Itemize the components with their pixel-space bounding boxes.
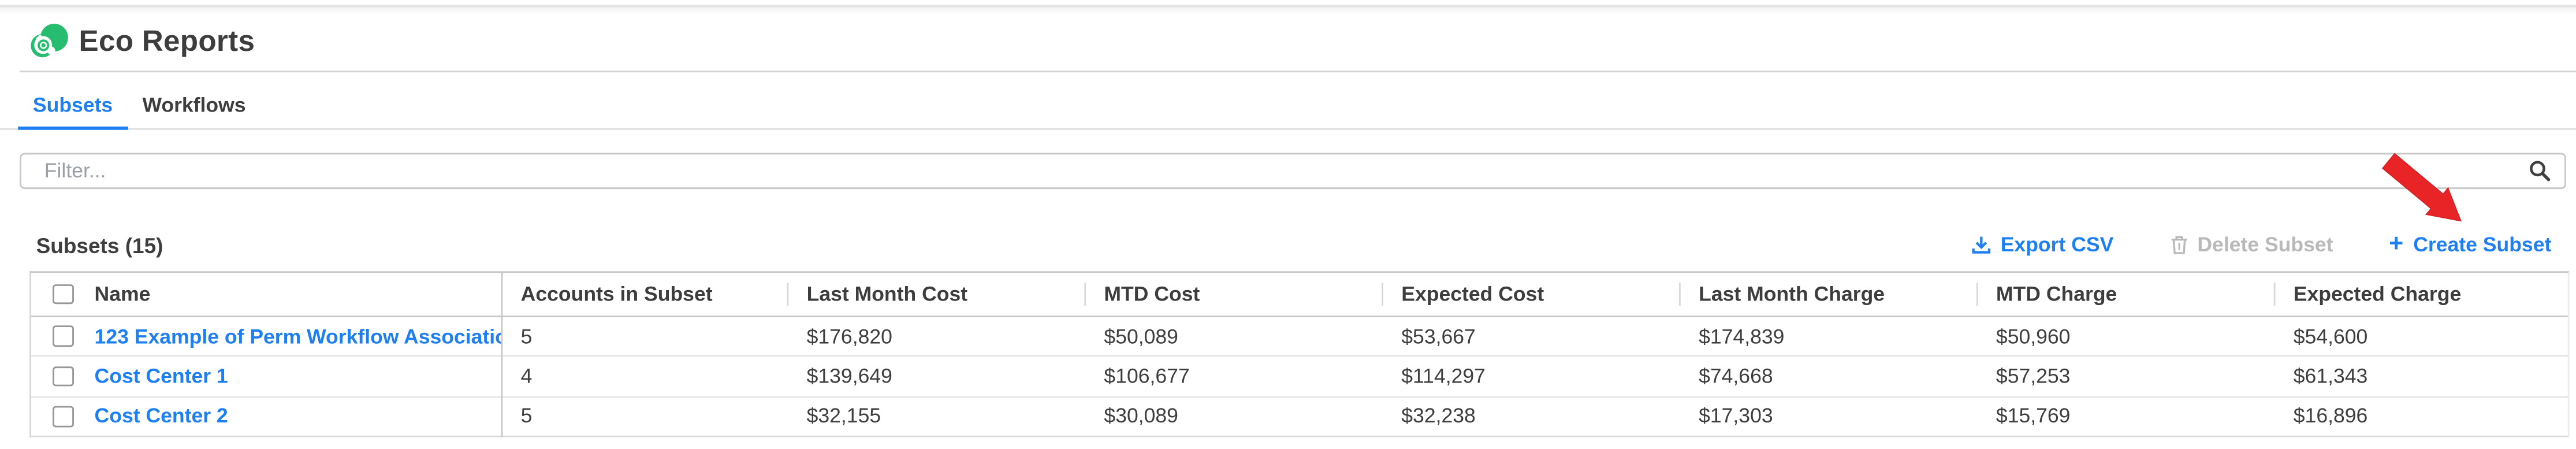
column-header-accounts[interactable]: Accounts in Subset	[520, 283, 713, 306]
mtd-charge-cell: $50,960	[1996, 325, 2071, 348]
last-month-cost-cell: $32,155	[806, 405, 881, 428]
row-name-cell: 123 Example of Perm Workflow Association	[31, 317, 501, 356]
mtd-cost-cell: $50,089	[1104, 325, 1178, 348]
section-toolbar: Subsets (15) Export CSV Delete Subset	[36, 228, 2552, 261]
mtd-charge-cell: $15,769	[1996, 405, 2071, 428]
row-name-cell: Cost Center 2	[31, 398, 501, 436]
trash-icon	[2171, 236, 2187, 254]
accounts-cell: 5	[520, 325, 533, 348]
table-row: Cost Center 1 4 $139,649 $106,677 $114,2…	[31, 357, 2568, 398]
page-title: Eco Reports	[79, 24, 255, 57]
tab-bar: Subsets Workflows	[0, 82, 2576, 130]
accounts-cell: 4	[520, 365, 533, 388]
plus-icon: +	[2389, 230, 2404, 258]
accounts-cell: 5	[520, 405, 533, 428]
row-name-cell: Cost Center 1	[31, 357, 501, 396]
eco-logo-icon	[31, 23, 68, 57]
subset-name-link[interactable]: 123 Example of Perm Workflow Association	[94, 325, 501, 348]
column-header-mtd-charge[interactable]: MTD Charge	[1976, 273, 2274, 316]
create-subset-label: Create Subset	[2413, 233, 2552, 257]
expected-charge-cell: $16,896	[2293, 405, 2368, 428]
table-row: Cost Center 2 5 $32,155 $30,089 $32,238 …	[31, 398, 2568, 438]
header-cell-name: Name	[31, 273, 501, 316]
table-row: 123 Example of Perm Workflow Association…	[31, 317, 2568, 358]
column-header-last-month-cost[interactable]: Last Month Cost	[787, 273, 1084, 316]
subset-name-link[interactable]: Cost Center 1	[94, 365, 228, 388]
row-checkbox[interactable]	[53, 366, 73, 387]
column-header-expected-charge[interactable]: Expected Charge	[2273, 273, 2566, 316]
action-buttons: Export CSV Delete Subset + Create Subset	[1971, 230, 2552, 258]
search-icon[interactable]	[2529, 159, 2552, 183]
last-month-charge-cell: $74,668	[1699, 365, 1773, 388]
export-csv-button[interactable]: Export CSV	[1971, 233, 2114, 257]
top-divider	[0, 5, 2576, 15]
tab-subsets[interactable]: Subsets	[18, 82, 128, 130]
last-month-cost-cell: $176,820	[806, 325, 892, 348]
filter-bar	[20, 153, 2566, 190]
page-header: Eco Reports	[29, 16, 255, 65]
column-header-last-month-charge[interactable]: Last Month Charge	[1678, 273, 1976, 316]
mtd-charge-cell: $57,253	[1996, 365, 2071, 388]
filter-input[interactable]	[20, 153, 2566, 190]
expected-charge-cell: $61,343	[2293, 365, 2368, 388]
last-month-charge-cell: $174,839	[1699, 325, 1785, 348]
header-divider	[20, 70, 2576, 73]
table-header-row: Name Accounts in Subset Last Month Cost …	[31, 273, 2568, 317]
section-heading: Subsets (15)	[36, 232, 163, 258]
subsets-table: Name Accounts in Subset Last Month Cost …	[29, 271, 2570, 438]
select-all-checkbox[interactable]	[53, 284, 73, 305]
name-column-divider	[501, 273, 503, 438]
expected-charge-cell: $54,600	[2293, 325, 2368, 348]
row-checkbox[interactable]	[53, 406, 73, 427]
expected-cost-cell: $114,297	[1401, 365, 1486, 388]
column-header-expected-cost[interactable]: Expected Cost	[1382, 273, 1679, 316]
tab-workflows[interactable]: Workflows	[142, 94, 246, 117]
delete-subset-button[interactable]: Delete Subset	[2169, 233, 2333, 257]
mtd-cost-cell: $30,089	[1104, 405, 1178, 428]
subset-name-link[interactable]: Cost Center 2	[94, 405, 228, 428]
column-header-name[interactable]: Name	[94, 283, 151, 306]
mtd-cost-cell: $106,677	[1104, 365, 1190, 388]
last-month-charge-cell: $17,303	[1699, 405, 1773, 428]
last-month-cost-cell: $139,649	[806, 365, 892, 388]
expected-cost-cell: $32,238	[1401, 405, 1476, 428]
expected-cost-cell: $53,667	[1401, 325, 1476, 348]
row-checkbox[interactable]	[53, 326, 73, 347]
export-csv-label: Export CSV	[2000, 233, 2114, 257]
delete-subset-label: Delete Subset	[2197, 233, 2333, 257]
create-subset-button[interactable]: + Create Subset	[2389, 230, 2552, 258]
download-icon	[1971, 236, 1990, 254]
column-header-mtd-cost[interactable]: MTD Cost	[1084, 273, 1382, 316]
